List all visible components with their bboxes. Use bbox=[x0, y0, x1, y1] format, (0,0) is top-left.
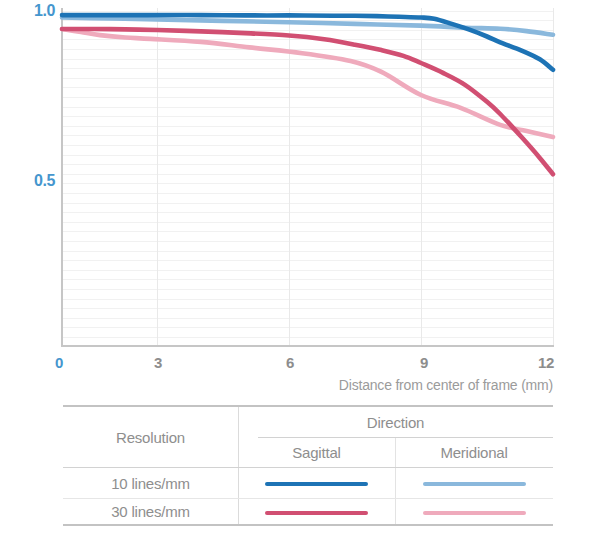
legend-swatch-10-meridional bbox=[423, 482, 526, 486]
legend-row-label-10-lines: 10 lines/mm bbox=[63, 468, 238, 498]
chart-canvas bbox=[0, 0, 604, 400]
legend-header-resolution: Resolution bbox=[63, 407, 238, 467]
legend-swatch-30-meridional bbox=[423, 511, 526, 515]
y-axis-tick-label-1_0: 1.0 bbox=[0, 1, 55, 21]
legend-header-direction: Direction bbox=[238, 407, 553, 437]
mtf-chart: 1.0 0.5 036912 Distance from center of f… bbox=[0, 0, 604, 400]
curve-30-lines-mm-meridional bbox=[62, 29, 553, 137]
mtf-chart-page: 1.0 0.5 036912 Distance from center of f… bbox=[0, 0, 604, 550]
legend-table: Resolution Direction Sagittal Meridional… bbox=[63, 405, 553, 526]
legend-header-meridional: Meridional bbox=[395, 437, 553, 467]
legend-swatch-30-sagittal bbox=[265, 511, 368, 515]
curve-30-lines-mm-sagittal bbox=[62, 29, 553, 174]
legend-row-label-30-lines: 30 lines/mm bbox=[63, 498, 238, 524]
legend-swatch-10-sagittal bbox=[265, 482, 368, 486]
x-axis-title: Distance from center of frame (mm) bbox=[339, 377, 553, 394]
legend-header-sagittal: Sagittal bbox=[238, 437, 395, 467]
y-axis-tick-label-0_5: 0.5 bbox=[0, 171, 55, 191]
